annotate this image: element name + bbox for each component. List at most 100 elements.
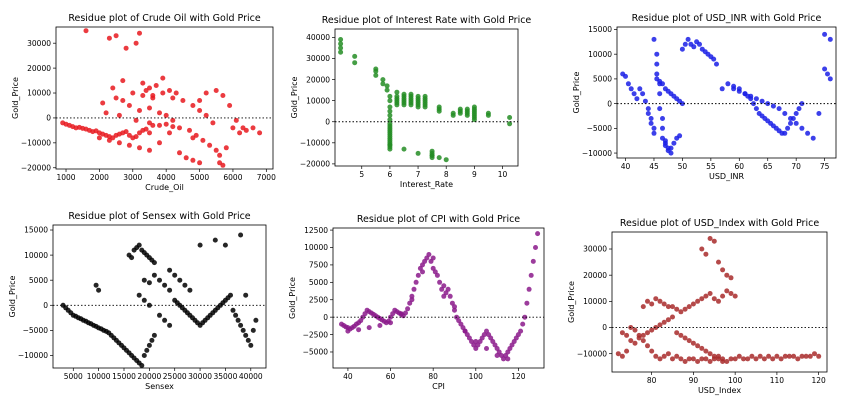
data-point	[632, 327, 638, 333]
data-point	[528, 272, 534, 278]
data-point	[163, 121, 169, 127]
data-point	[695, 343, 701, 349]
data-point	[197, 108, 203, 113]
data-point	[163, 112, 169, 118]
y-tick-label: 30000	[27, 39, 51, 48]
x-tick-label: 40	[621, 162, 631, 171]
data-point	[413, 279, 419, 285]
data-point	[182, 282, 188, 288]
data-point	[387, 117, 393, 123]
y-tick-label: −20000	[21, 163, 51, 172]
x-tick-label: 5000	[64, 372, 83, 381]
chart-title: Residue plot of USD_Index with Gold Pric…	[620, 218, 820, 229]
data-point	[387, 142, 393, 148]
data-point	[770, 356, 776, 362]
chart-title: Residue plot of USD_INR with Gold Price	[632, 13, 822, 24]
y-tick-label: 15000	[588, 25, 612, 34]
y-tick-label: −20000	[300, 160, 330, 169]
data-point	[707, 351, 713, 357]
data-point	[233, 312, 239, 318]
data-point	[387, 108, 393, 114]
data-point	[93, 282, 99, 288]
data-point	[149, 337, 155, 343]
data-point	[670, 356, 675, 362]
data-point	[238, 232, 244, 238]
data-point	[445, 286, 451, 292]
data-point	[140, 93, 146, 98]
data-point	[660, 125, 665, 131]
data-point	[665, 317, 671, 323]
data-point	[653, 325, 659, 330]
data-point	[699, 345, 705, 351]
subplot-5: 40 60 80 100 120 −5000 −2500 0 2500 5000 7500 10000…	[288, 214, 545, 391]
x-tick-label: 5000	[190, 173, 209, 182]
data-point	[190, 103, 196, 108]
data-point	[388, 320, 393, 326]
data-point	[716, 298, 721, 304]
chart-title: Residue plot of Crude Oil with Gold Pric…	[68, 13, 261, 24]
data-point	[384, 83, 390, 89]
data-point	[338, 41, 344, 47]
data-point	[695, 298, 701, 304]
data-point	[674, 353, 680, 359]
data-point	[790, 116, 796, 121]
data-point	[657, 91, 663, 97]
data-point	[172, 272, 178, 278]
data-point	[670, 314, 675, 320]
data-point	[160, 75, 166, 81]
data-point	[103, 110, 109, 116]
data-point	[452, 307, 457, 313]
data-point	[409, 297, 415, 303]
y-axis-label: Gold_Price	[290, 76, 299, 118]
data-point	[437, 279, 443, 285]
x-tick-label: 80	[647, 376, 657, 385]
y-tick-label: 5000	[593, 75, 612, 84]
data-point	[645, 111, 651, 116]
data-point	[651, 130, 657, 136]
data-point	[373, 72, 379, 78]
x-axis-label: Crude_Oil	[145, 183, 184, 192]
x-tick-label: 120	[511, 372, 526, 381]
data-points	[620, 31, 833, 156]
data-point	[782, 130, 788, 136]
data-point	[157, 277, 162, 283]
data-point	[657, 356, 663, 362]
data-point	[699, 246, 705, 252]
subplot-2: 5 6 7 8 9 10 −20000 −10000 0 10000 20000 30000 40000…	[290, 15, 531, 189]
data-point	[651, 125, 657, 131]
data-point	[661, 353, 667, 359]
data-point	[401, 102, 407, 108]
x-tick-label: 50	[678, 162, 688, 171]
data-point	[366, 325, 372, 331]
data-point	[785, 125, 791, 131]
data-point	[151, 332, 157, 338]
data-point	[640, 332, 646, 338]
axes-frame	[611, 231, 828, 373]
data-point	[436, 155, 442, 161]
y-tick-label: 15000	[24, 226, 48, 235]
data-point	[373, 68, 379, 74]
x-tick-label: 110	[770, 376, 785, 385]
y-tick-label: 0	[43, 301, 48, 310]
data-point	[628, 338, 634, 344]
data-point	[227, 103, 233, 108]
data-point	[139, 363, 145, 368]
y-tick-label: 20000	[27, 64, 51, 73]
data-point	[484, 346, 489, 351]
data-point	[190, 135, 196, 141]
data-point	[356, 327, 362, 333]
data-point	[761, 356, 767, 362]
data-point	[338, 37, 344, 42]
data-point	[408, 102, 414, 108]
data-point	[682, 335, 688, 341]
data-point	[624, 348, 630, 354]
data-point	[807, 353, 813, 359]
data-point	[741, 356, 746, 362]
data-point	[345, 328, 351, 334]
y-tick-label: 5000	[309, 278, 328, 287]
x-tick-label: 6000	[223, 173, 242, 182]
x-tick-label: 55	[706, 162, 716, 171]
axes-frame	[55, 26, 274, 170]
